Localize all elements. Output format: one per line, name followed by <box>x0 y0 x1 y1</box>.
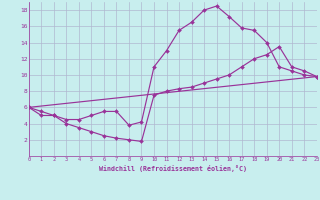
X-axis label: Windchill (Refroidissement éolien,°C): Windchill (Refroidissement éolien,°C) <box>99 165 247 172</box>
